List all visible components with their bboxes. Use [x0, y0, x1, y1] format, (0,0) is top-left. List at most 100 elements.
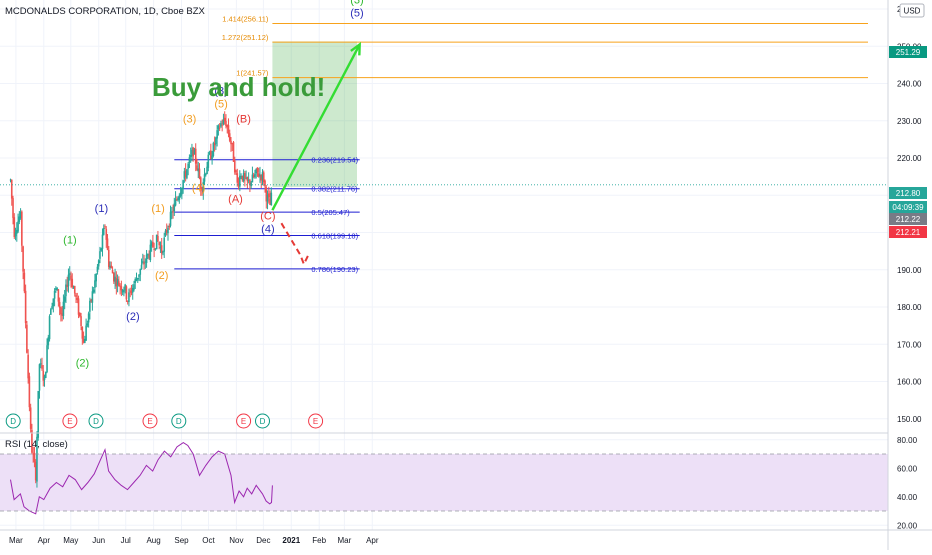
- candle-body: [85, 325, 87, 341]
- candle-body: [164, 230, 167, 236]
- candle-body: [37, 390, 40, 438]
- candle-body: [162, 251, 164, 253]
- candle-body: [66, 284, 68, 287]
- candle-body: [95, 273, 97, 282]
- candle-body: [100, 248, 103, 251]
- candle-body: [225, 121, 227, 127]
- wave-label: (1): [63, 235, 76, 247]
- candle-body: [72, 288, 75, 289]
- candle-body: [24, 290, 27, 324]
- candle-body: [44, 372, 47, 378]
- candle-body: [136, 277, 139, 280]
- event-marker: [88, 413, 104, 429]
- target-zone: [272, 41, 357, 187]
- fib-retracement-label: 0.236(219.54): [311, 156, 358, 165]
- candle-body: [89, 300, 91, 312]
- candle-body: [84, 339, 86, 343]
- candle-body: [260, 175, 263, 181]
- candle-body: [206, 166, 208, 175]
- time-tick-label: Aug: [146, 536, 160, 545]
- symbol-title[interactable]: MCDONALDS CORPORATION, 1D, Cboe BZX: [5, 6, 206, 17]
- candle-body: [90, 299, 92, 302]
- candle-body: [169, 211, 172, 226]
- candle-body: [43, 376, 46, 380]
- candle-body: [65, 284, 67, 297]
- candle-body: [144, 261, 147, 263]
- candle-body: [28, 376, 31, 408]
- event-marker: [171, 413, 187, 429]
- candle-body: [63, 296, 66, 302]
- candle-body: [68, 273, 71, 275]
- candle-body: [19, 211, 22, 218]
- candle-body: [32, 453, 34, 455]
- candle-body: [212, 143, 215, 156]
- candle-body: [97, 260, 100, 267]
- currency-button[interactable]: USD: [899, 3, 925, 18]
- wave-label: (A): [228, 194, 243, 206]
- candle-body: [233, 160, 236, 173]
- price-tag: [889, 46, 927, 58]
- candle-body: [55, 288, 57, 290]
- currency-button-frame[interactable]: [899, 3, 925, 18]
- candle-body: [31, 429, 33, 453]
- candle-body: [170, 211, 173, 213]
- rsi-tick-label: 60.00: [897, 464, 918, 473]
- candle-body: [268, 193, 270, 198]
- time-tick-label: Apr: [366, 536, 379, 545]
- candle-body: [21, 211, 23, 246]
- time-axis[interactable]: Mar Apr May Jun Jul Aug Sep Oct Nov Dec 2021 Feb Mar…: [9, 536, 379, 545]
- candle-body: [236, 173, 239, 183]
- candle-body: [102, 228, 105, 235]
- candle-body: [60, 307, 62, 315]
- candle-body: [177, 198, 179, 201]
- candle-body: [158, 242, 160, 246]
- price-tick-label: 240.00: [897, 80, 922, 89]
- candle-body: [22, 246, 24, 272]
- candle-body: [114, 276, 116, 282]
- candle-body: [51, 306, 53, 309]
- candle-body: [159, 247, 162, 249]
- candle-body: [116, 279, 119, 285]
- candle-body: [189, 154, 192, 157]
- candle-body: [34, 461, 37, 481]
- event-marker-letter: E: [313, 417, 318, 426]
- wave-label: (2): [155, 270, 168, 282]
- price-tag: [889, 201, 927, 213]
- candle-body: [198, 168, 201, 179]
- candle-body: [58, 301, 61, 308]
- candle-body: [143, 262, 145, 265]
- candle-body: [125, 286, 128, 300]
- candle-body: [16, 229, 18, 234]
- rsi-series: [10, 442, 273, 515]
- price-tick-label: 190.00: [897, 266, 922, 275]
- candle-body: [257, 173, 260, 177]
- candle-body: [73, 285, 76, 294]
- candle-body: [174, 199, 177, 206]
- candle-body: [126, 301, 129, 302]
- time-tick-label: Nov: [229, 536, 243, 545]
- candle-body: [79, 312, 81, 317]
- candle-body: [205, 173, 207, 176]
- candle-body: [104, 226, 106, 228]
- candle-body: [118, 281, 120, 287]
- currency-label[interactable]: USD: [904, 7, 921, 16]
- candle-body: [110, 265, 113, 268]
- price-tick-label: 220.00: [897, 154, 922, 163]
- candle-body: [142, 261, 144, 263]
- candle-body: [56, 287, 58, 291]
- event-marker: [308, 413, 324, 429]
- candle-body: [227, 125, 230, 134]
- event-marker: [62, 413, 78, 429]
- event-marker: [5, 413, 21, 429]
- candle-body: [218, 127, 221, 129]
- candle-body: [222, 119, 225, 125]
- candle-body: [109, 266, 111, 269]
- candle-body: [168, 226, 171, 228]
- price-tag: [889, 187, 927, 199]
- rsi-title[interactable]: RSI (14, close): [5, 439, 68, 450]
- wave-label: (1): [151, 203, 164, 215]
- candle-body: [111, 270, 114, 274]
- candle-body: [82, 338, 85, 343]
- candle-body: [75, 294, 77, 297]
- rsi-axis[interactable]: 20.00 40.00 60.00 80.00: [897, 436, 918, 531]
